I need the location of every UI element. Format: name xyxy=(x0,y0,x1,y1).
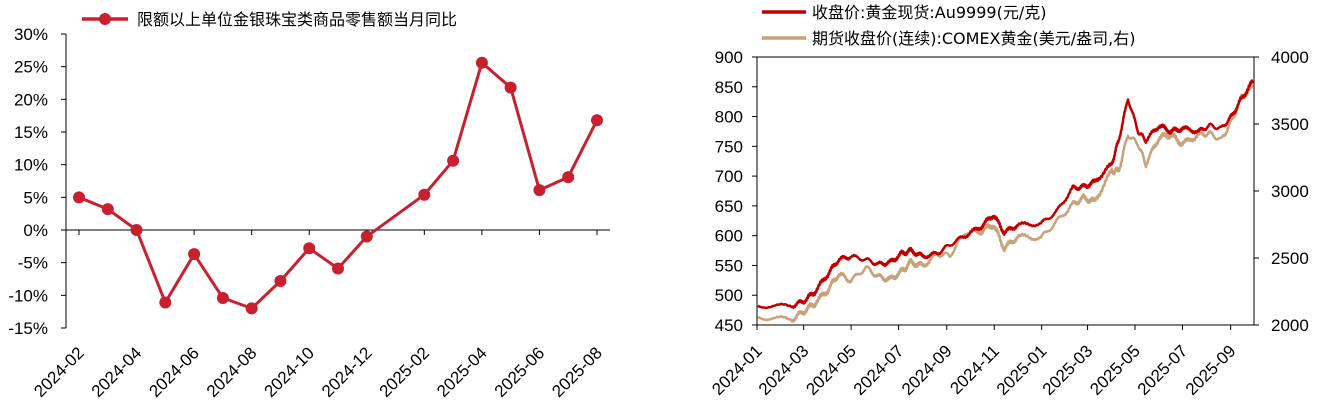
right-right-y-tick-label: 2500 xyxy=(1271,249,1309,268)
right-left-y-tick-label: 600 xyxy=(715,227,743,246)
right-x-tick-label: 2025-05 xyxy=(1086,341,1144,399)
left-y-tick-labels: 30% 25% 20% 15% 10% 5% 0% -5% -10% -15% xyxy=(8,25,48,338)
right-left-y-tick-label: 900 xyxy=(715,48,743,67)
left-y-tick-label: 20% xyxy=(14,90,48,109)
yoy-data-point xyxy=(245,302,258,315)
yoy-data-point xyxy=(504,81,517,94)
right-x-tick-labels: 2024-012024-032024-052024-072024-092024-… xyxy=(708,341,1239,399)
right-x-tick-label: 2025-01 xyxy=(993,341,1051,399)
yoy-data-point xyxy=(216,291,229,304)
yoy-data-point xyxy=(274,274,287,287)
left-y-tick-label: 15% xyxy=(14,123,48,142)
left-y-tick-label: -5% xyxy=(18,254,48,273)
yoy-data-point xyxy=(447,154,460,167)
left-x-tick-label: 2024-02 xyxy=(30,343,88,401)
yoy-data-point xyxy=(360,230,373,243)
yoy-data-point xyxy=(159,296,172,309)
right-left-y-tick-label: 450 xyxy=(715,316,743,335)
right-left-y-tick-label: 800 xyxy=(715,108,743,127)
right-left-y-tick-label: 500 xyxy=(715,286,743,305)
yoy-data-point xyxy=(73,191,85,204)
right-x-tick-label: 2024-03 xyxy=(755,341,813,399)
left-x-tick-label: 2024-04 xyxy=(88,343,146,401)
left-x-tick-label: 2024-06 xyxy=(145,343,203,401)
yoy-data-point xyxy=(303,242,316,255)
right-x-tick-label: 2024-11 xyxy=(946,341,1003,398)
yoy-series-points xyxy=(73,56,603,315)
left-legend-marker-swatch xyxy=(99,13,111,25)
right-x-tick-label: 2024-01 xyxy=(708,341,766,399)
right-legend-comex-label: 期货收盘价(连续):COMEX黄金(美元/盎司,右) xyxy=(812,29,1135,48)
right-x-tick-label: 2025-03 xyxy=(1039,341,1097,399)
right-x-tick-label: 2025-09 xyxy=(1182,341,1240,399)
right-x-tick-label: 2025-07 xyxy=(1134,341,1192,399)
right-right-y-tick-label: 3000 xyxy=(1271,182,1309,201)
right-axes xyxy=(752,56,1259,330)
yoy-data-point xyxy=(418,188,431,201)
yoy-data-point xyxy=(188,248,201,261)
right-right-y-tick-label: 2000 xyxy=(1271,316,1309,335)
left-y-tick-label: -15% xyxy=(8,319,48,338)
left-y-tick-label: 10% xyxy=(14,156,48,175)
right-right-y-tick-label: 3500 xyxy=(1271,115,1309,134)
left-y-tick-label: -10% xyxy=(8,286,48,305)
left-x-tick-label: 2025-02 xyxy=(376,343,434,401)
right-x-tick-label: 2024-09 xyxy=(898,341,956,399)
yoy-data-point xyxy=(332,262,344,275)
right-left-y-tick-label: 750 xyxy=(715,137,743,156)
left-y-tick-label: 25% xyxy=(14,58,48,77)
left-x-tick-labels: 2024-02 2024-04 2024-06 2024-08 2024-10 2024-… xyxy=(30,343,606,401)
right-legend: 收盘价:黄金现货:Au9999(元/克) 期货收盘价(连续):COMEX黄金(美… xyxy=(762,3,1135,48)
right-left-y-tick-label: 550 xyxy=(715,256,743,275)
comex-series-line xyxy=(757,83,1255,323)
left-y-tick-label: 30% xyxy=(14,25,48,44)
yoy-data-point xyxy=(591,114,603,127)
au9999-series-line xyxy=(757,79,1255,310)
right-x-tick-label: 2024-07 xyxy=(850,341,908,399)
right-right-y-tick-labels: 4000 3500 3000 2500 2000 xyxy=(1271,48,1309,335)
yoy-data-point xyxy=(130,224,143,236)
left-x-tick-label: 2025-04 xyxy=(433,343,491,401)
left-x-tick-label: 2024-08 xyxy=(203,343,261,401)
left-axes xyxy=(61,33,610,329)
left-x-tick-label: 2025-08 xyxy=(548,343,606,401)
right-left-y-tick-label: 850 xyxy=(715,78,743,97)
yoy-data-point xyxy=(101,203,114,216)
left-x-tick-label: 2024-12 xyxy=(318,343,376,401)
left-x-tick-label: 2024-10 xyxy=(260,343,318,401)
left-legend-label: 限额以上单位金银珠宝类商品零售额当月同比 xyxy=(137,10,457,29)
gold-price-chart: 收盘价:黄金现货:Au9999(元/克) 期货收盘价(连续):COMEX黄金(美… xyxy=(708,3,1309,399)
left-y-tick-label: 5% xyxy=(23,188,48,207)
right-legend-au9999-label: 收盘价:黄金现货:Au9999(元/克) xyxy=(812,3,1046,22)
right-left-y-tick-label: 700 xyxy=(715,167,743,186)
right-left-y-tick-labels: 900 850 800 750 700 650 600 550 500 450 xyxy=(715,48,743,335)
right-right-y-tick-label: 4000 xyxy=(1271,48,1309,67)
left-y-tick-label: 0% xyxy=(23,221,48,240)
right-x-tick-label: 2024-05 xyxy=(802,341,860,399)
yoy-data-point xyxy=(533,184,546,197)
yoy-data-point xyxy=(475,56,488,69)
left-x-tick-label: 2025-06 xyxy=(491,343,549,401)
retail-yoy-chart: 限额以上单位金银珠宝类商品零售额当月同比 30% 25% 20% 15% 10% 5% 0%… xyxy=(8,10,610,401)
right-left-y-tick-label: 650 xyxy=(715,197,743,216)
yoy-data-point xyxy=(562,171,575,184)
yoy-series-line xyxy=(78,61,599,310)
left-legend: 限额以上单位金银珠宝类商品零售额当月同比 xyxy=(82,10,457,29)
